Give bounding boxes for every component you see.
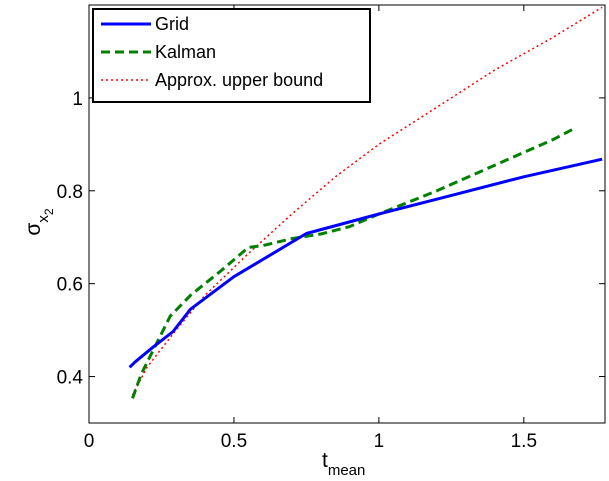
y-axis-label-subsubscript: 2 bbox=[42, 208, 56, 215]
y-tick-label: 1 bbox=[72, 89, 83, 110]
axis-tick-labels: 0 0.5 1 1.5 0.4 0.6 0.8 1 bbox=[57, 89, 537, 452]
y-tick-label: 0.4 bbox=[57, 368, 84, 389]
series-line-approx-upper-bound bbox=[131, 6, 603, 396]
legend-label-upper-bound: Approx. upper bound bbox=[155, 70, 323, 90]
x-tick-label: 0.5 bbox=[221, 431, 247, 452]
svg-text:σx2: σx2 bbox=[22, 208, 56, 235]
axis-ticks bbox=[88, 5, 605, 423]
series-lines bbox=[128, 6, 603, 399]
y-axis-label: σx2 bbox=[22, 208, 56, 235]
x-axis-label-main: t bbox=[322, 449, 328, 472]
series-line-kalman bbox=[131, 126, 577, 399]
legend: Grid Kalman Approx. upper bound bbox=[92, 8, 371, 103]
x-tick-label: 1 bbox=[374, 431, 385, 452]
x-axis-label: tmean bbox=[322, 449, 365, 479]
series-line-grid bbox=[128, 157, 603, 369]
x-tick-label: 1.5 bbox=[511, 431, 537, 452]
legend-label-kalman: Kalman bbox=[155, 42, 216, 62]
legend-label-grid: Grid bbox=[155, 14, 189, 34]
y-tick-label: 0.6 bbox=[57, 275, 83, 296]
y-axis-label-subscript: x bbox=[35, 215, 52, 223]
y-axis-label-main: σ bbox=[22, 223, 45, 236]
x-axis-label-subscript: mean bbox=[328, 462, 366, 479]
x-tick-label: 0 bbox=[84, 431, 95, 452]
y-tick-label: 0.8 bbox=[57, 182, 83, 203]
